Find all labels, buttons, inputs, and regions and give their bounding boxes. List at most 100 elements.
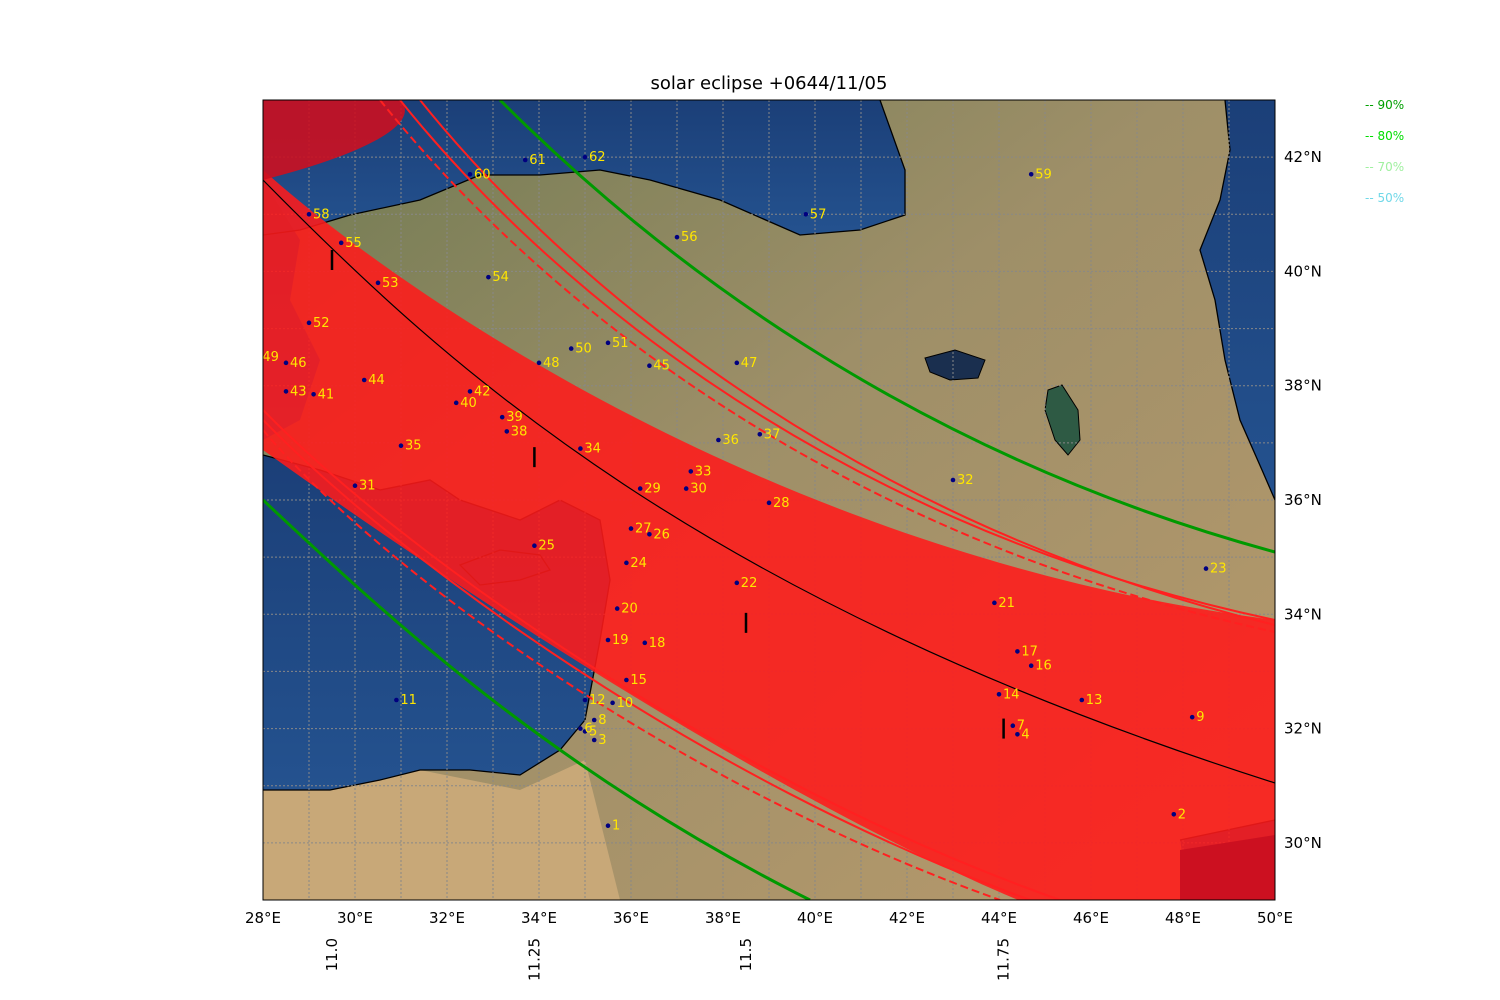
place-label: 7 [1017,719,1025,734]
place-label: 49 [262,350,279,365]
lon-tick-label: 42°E [889,909,925,927]
place-marker [453,400,459,406]
band-south-limits [263,409,1061,900]
place-label: 42 [474,384,491,399]
place-label: 30 [690,482,707,497]
place-marker [1015,731,1020,737]
lon-tick-label: 44°E [981,909,1017,927]
place-label: 46 [290,356,307,371]
place-marker [950,477,956,483]
place-label: 48 [543,356,560,371]
place-label: 17 [1021,644,1038,659]
place-marker [647,363,652,369]
place-label: 20 [621,602,638,617]
place-label: 50 [575,342,592,357]
place-label: 55 [345,236,362,251]
place-label: 9 [1196,710,1204,725]
place-label: 15 [630,673,647,688]
place-marker [1028,171,1034,177]
place-marker [568,346,574,351]
place-marker [256,355,261,360]
place-label: 4 [1021,727,1029,742]
place-marker [578,446,583,451]
place-marker [394,697,399,703]
map-title: solar eclipse +0644/11/05 [651,73,888,94]
place-marker [683,486,689,491]
place-label: 43 [290,384,307,399]
time-tick-label: 11.5 [737,938,755,971]
place-label: 33 [695,464,712,479]
place-marker [536,360,542,366]
place-marker [582,154,588,160]
place-label: 39 [506,410,523,425]
place-label: 6 [584,722,592,737]
place-marker [582,729,588,734]
eclipse-band [263,170,1275,900]
place-marker [610,700,615,706]
place-marker [338,240,344,246]
place-label: 13 [1086,693,1103,708]
place-marker [647,531,652,537]
place-label: 16 [1035,659,1052,674]
place-marker [522,157,528,163]
place-marker [996,691,1002,697]
lake-van [924,349,986,381]
time-tick-label: 11.25 [525,938,543,981]
place-marker [1010,723,1016,729]
band-north-limits [379,100,1275,633]
place-marker [486,274,491,280]
place-marker [283,360,289,366]
place-label: 23 [1210,562,1227,577]
place-label: 36 [722,433,739,448]
central-line [263,179,1275,784]
lat-tick-label: 40°N [1284,262,1322,280]
lat-tick-label: 36°N [1284,491,1322,509]
place-label: 34 [584,442,601,457]
place-marker [582,697,588,703]
band-edge-north [263,100,405,180]
place-label: 32 [957,473,974,488]
place-marker [605,637,611,643]
place-marker [674,234,680,240]
time-marks [330,250,1005,739]
place-marker [499,414,505,420]
place-marker [361,377,367,383]
lon-tick-label: 46°E [1073,909,1109,927]
time-tick-label: 11.0 [323,938,341,971]
place-label: 57 [810,207,827,222]
place-label: 58 [313,207,330,222]
place-label: 56 [681,230,698,245]
lat-tick-label: 32°N [1284,720,1322,738]
place-label: 22 [741,576,758,591]
place-label: 47 [741,356,758,371]
place-marker [283,389,289,394]
place-label: 45 [653,359,670,374]
place-label: 1 [612,819,620,834]
place-label: 19 [612,633,629,648]
place-marker [624,560,629,566]
place-marker [605,340,611,346]
place-label: 40 [460,396,477,411]
place-label: 28 [773,496,790,511]
limit-90-north [498,100,1275,554]
place-marker [306,320,312,326]
place-marker [1079,697,1085,703]
place-marker [716,437,721,443]
place-marker [803,211,809,217]
place-marker [642,640,648,646]
place-marker [992,600,997,606]
place-label: 44 [368,373,385,388]
lat-tick-label: 30°N [1284,834,1322,852]
place-marker [306,211,312,217]
place-label: 11 [400,693,417,708]
coverage-legend: -- 90% -- 80% -- 70% -- 50% [1365,98,1404,205]
place-marker [614,606,620,611]
place-marker [398,443,404,449]
place-marker [591,737,597,743]
longitude-axis: 28°E 30°E 32°E 34°E 36°E 38°E 40°E 42°E 44°E 46°E… [245,909,1293,927]
place-marker [467,389,473,394]
place-label: 59 [1035,167,1052,182]
